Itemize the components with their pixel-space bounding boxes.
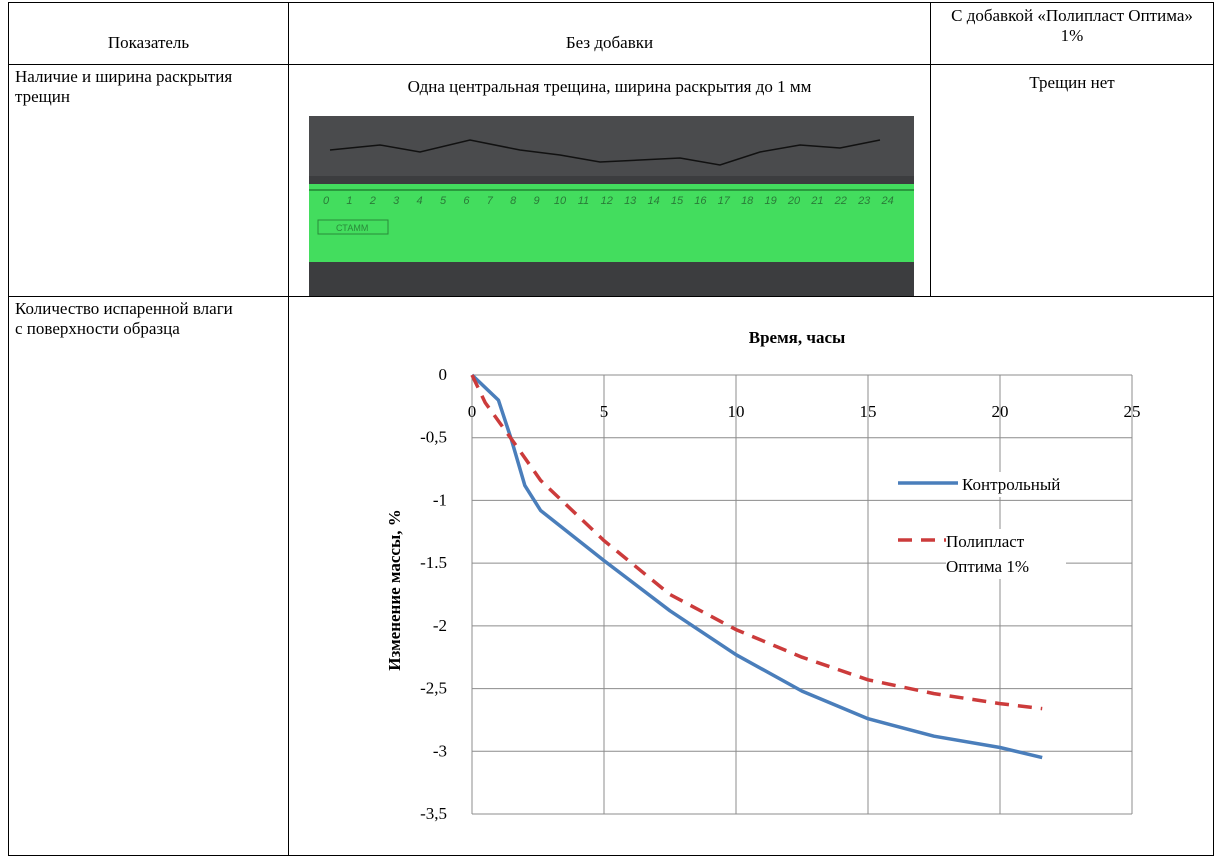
ruler-number: 7 (487, 195, 494, 207)
ruler-number: 2 (369, 195, 376, 207)
photo: СТАММ (309, 116, 914, 296)
x-tick-label: 10 (728, 402, 745, 421)
ruler-number: 11 (578, 195, 589, 207)
x-tick-label: 20 (992, 402, 1009, 421)
ruler-number: 8 (510, 195, 517, 207)
ruler-number: 19 (764, 195, 776, 207)
ruler-number: 1 (346, 195, 352, 207)
ruler-number: 24 (880, 195, 893, 207)
ruler-numbers: 0 1 2 3 4 5 6 7 8 9 10 11 12 13 14 15 16 17 18 19 20 21 22 23 24 (323, 195, 894, 207)
ruler-number: 13 (624, 195, 637, 207)
y-tick-label: -1.5 (420, 553, 447, 572)
ruler-number: 12 (601, 195, 613, 207)
x-tick-label: 15 (860, 402, 877, 421)
drawing: СТАММ 0 1 2 3 4 5 6 7 8 9 10 11 12 13 14 15 16 17 18 19 20 21… (309, 116, 1141, 823)
ruler-number: 21 (810, 195, 823, 207)
ruler-number: 22 (834, 195, 847, 207)
y-tick-label: -3,5 (420, 804, 447, 823)
ruler-number: 4 (417, 195, 423, 207)
x-tick-label: 5 (600, 402, 609, 421)
y-tick-label: -0,5 (420, 428, 447, 447)
brand-box (317, 219, 389, 235)
series-line (470, 374, 1043, 711)
x-tick-label: 25 (1124, 402, 1141, 421)
ruler-number: 10 (554, 195, 567, 207)
y-tick-label: 0 (439, 365, 448, 384)
chart-title: Время, часы (749, 328, 846, 347)
x-tick-label: 0 (468, 402, 477, 421)
ruler-number: 6 (463, 195, 470, 207)
chart: Время, часы Изменение массы, % 0 -0,5 -1 -1… (385, 328, 1141, 823)
ruler-number: 14 (647, 195, 659, 207)
page: Показатель Без добавки С добавкой «Полип… (8, 2, 1214, 856)
ruler (309, 184, 914, 262)
ruler-number: 5 (440, 195, 447, 207)
ruler-number: 3 (393, 195, 400, 207)
ruler-number: 20 (787, 195, 801, 207)
ruler-number: 18 (741, 195, 754, 207)
ruler-number: 15 (671, 195, 684, 207)
y-tick-label: -2,5 (420, 679, 447, 698)
crack (329, 139, 881, 166)
legend-label: Контрольный (962, 472, 1122, 497)
y-axis-label: Изменение массы, % (385, 509, 404, 671)
legend-label: Полипласт Оптима 1% (946, 529, 1066, 579)
y-tick-label: -2 (433, 616, 447, 635)
brand: СТАММ (336, 223, 368, 233)
y-tick-label: -3 (433, 741, 447, 760)
ruler-number: 9 (534, 195, 540, 207)
ruler-number: 23 (857, 195, 871, 207)
y-tick-label: -1 (433, 490, 447, 509)
ruler-number: 17 (718, 195, 731, 207)
ruler-number: 16 (694, 195, 707, 207)
ruler-number: 0 (323, 195, 330, 207)
